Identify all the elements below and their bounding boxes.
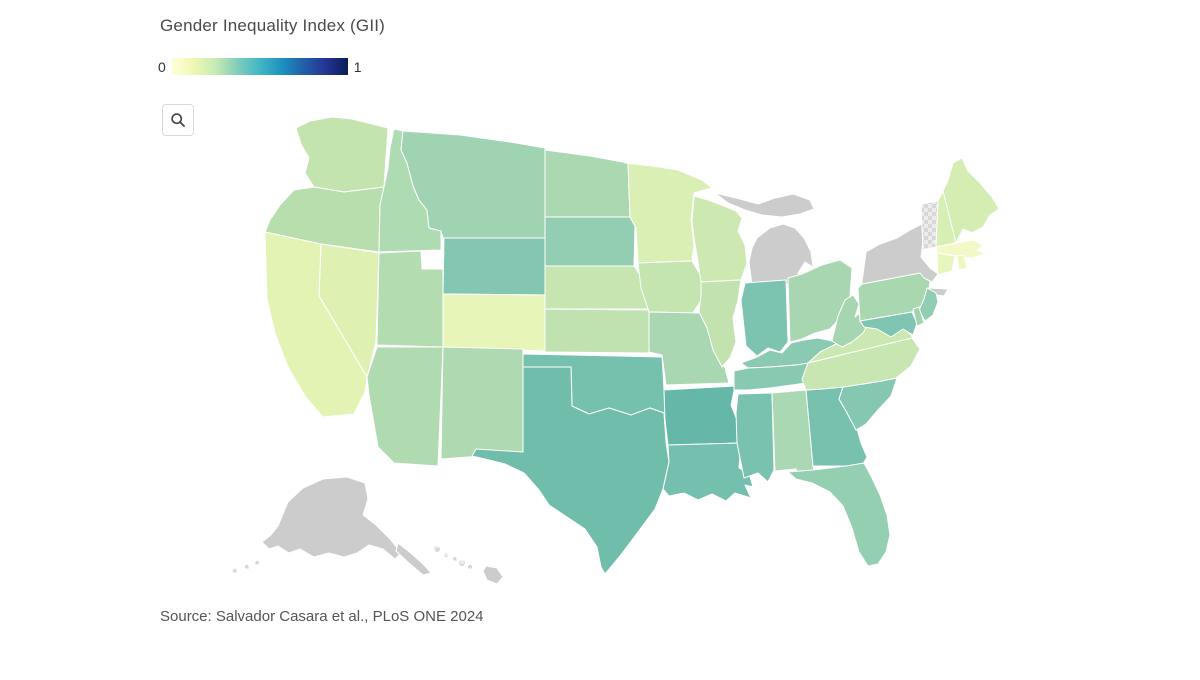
state-wyoming[interactable] — [442, 237, 547, 296]
legend-gradient-bar — [171, 58, 348, 75]
state-indiana[interactable] — [740, 279, 789, 357]
state-maryland[interactable] — [859, 311, 918, 338]
state-utah[interactable] — [376, 250, 444, 348]
state-california[interactable] — [264, 231, 368, 418]
state-maine[interactable] — [942, 157, 1000, 244]
zoom-button[interactable] — [162, 104, 194, 136]
legend-min-label: 0 — [158, 58, 166, 75]
state-illinois[interactable] — [698, 279, 742, 368]
state-minnesota[interactable] — [624, 162, 713, 264]
state-montana[interactable] — [400, 130, 546, 239]
state-texas[interactable] — [471, 366, 670, 575]
state-vermont[interactable] — [920, 200, 939, 251]
state-arkansas[interactable] — [663, 385, 742, 446]
state-south-dakota[interactable] — [544, 216, 636, 267]
source-attribution: Source: Salvador Casara et al., PLoS ONE… — [160, 608, 484, 625]
magnifier-icon — [171, 113, 185, 127]
state-colorado[interactable] — [442, 293, 548, 352]
state-delaware[interactable] — [912, 306, 925, 327]
page-title: Gender Inequality Index (GII) — [160, 16, 386, 35]
state-hawaii[interactable] — [434, 546, 504, 585]
state-washington[interactable] — [295, 116, 389, 193]
state-iowa[interactable] — [637, 260, 702, 314]
state-kansas[interactable] — [544, 308, 652, 354]
legend-max-label: 1 — [353, 58, 362, 75]
state-arizona[interactable] — [366, 346, 444, 467]
state-new-jersey[interactable] — [918, 287, 939, 322]
state-michigan[interactable] — [714, 192, 815, 286]
state-florida[interactable] — [787, 462, 891, 567]
state-rhode-island[interactable] — [956, 254, 968, 271]
state-north-dakota[interactable] — [544, 149, 631, 218]
state-new-mexico[interactable] — [440, 346, 524, 460]
state-connecticut[interactable] — [936, 252, 956, 276]
color-legend: 0 1 — [158, 58, 362, 75]
state-alaska[interactable] — [232, 476, 432, 576]
state-wisconsin[interactable] — [691, 195, 748, 283]
state-mississippi[interactable] — [735, 392, 775, 483]
